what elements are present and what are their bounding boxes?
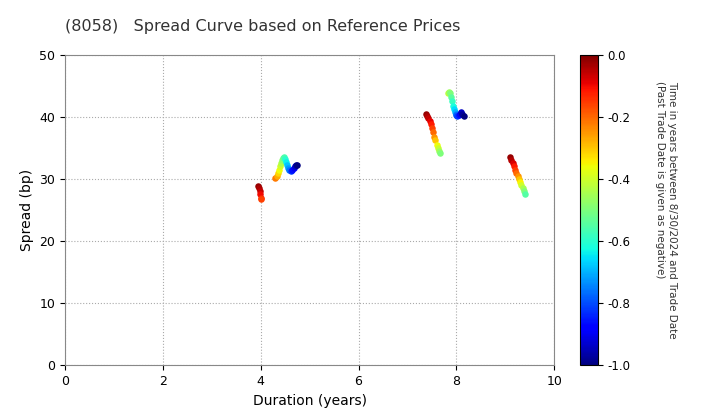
- Point: [445, 94, 456, 100]
- Point: [425, 121, 436, 128]
- Point: [443, 89, 454, 95]
- Point: [433, 147, 445, 154]
- Point: [424, 118, 436, 124]
- Point: [288, 164, 300, 171]
- Point: [448, 106, 459, 113]
- Point: [514, 178, 526, 185]
- Point: [285, 168, 297, 175]
- Point: [519, 191, 531, 198]
- Point: [510, 166, 521, 173]
- Point: [513, 176, 524, 182]
- Point: [291, 161, 302, 168]
- Point: [431, 142, 443, 148]
- Point: [427, 129, 438, 136]
- Point: [421, 112, 433, 119]
- Point: [507, 160, 518, 167]
- Point: [517, 185, 528, 192]
- Point: [280, 158, 292, 165]
- Point: [290, 162, 302, 168]
- Point: [255, 194, 266, 201]
- Point: [283, 166, 294, 173]
- Y-axis label: Spread (bp): Spread (bp): [19, 169, 34, 251]
- Point: [420, 110, 432, 117]
- Point: [442, 90, 454, 97]
- Point: [287, 166, 298, 173]
- Point: [253, 185, 265, 192]
- Point: [435, 150, 446, 156]
- Point: [449, 108, 460, 115]
- Point: [432, 144, 444, 151]
- Point: [279, 156, 291, 163]
- Point: [277, 155, 289, 162]
- Point: [282, 164, 294, 171]
- Point: [423, 115, 434, 121]
- Point: [274, 163, 286, 170]
- Point: [508, 163, 520, 170]
- Point: [510, 169, 522, 176]
- Point: [444, 90, 455, 97]
- Point: [446, 98, 457, 105]
- Point: [276, 160, 287, 167]
- Point: [458, 112, 469, 119]
- Point: [253, 183, 264, 190]
- Point: [518, 188, 529, 195]
- Point: [505, 154, 516, 160]
- Point: [269, 174, 281, 181]
- Point: [516, 182, 527, 189]
- Point: [271, 173, 282, 179]
- Point: [279, 154, 290, 160]
- Point: [430, 137, 441, 144]
- Text: (8058)   Spread Curve based on Reference Prices: (8058) Spread Curve based on Reference P…: [65, 19, 460, 34]
- Point: [254, 191, 266, 198]
- Point: [428, 133, 440, 140]
- Point: [256, 195, 267, 202]
- Point: [454, 110, 466, 117]
- Point: [453, 112, 464, 118]
- Point: [451, 112, 462, 118]
- Point: [254, 188, 266, 195]
- Point: [289, 163, 301, 170]
- Point: [426, 125, 438, 131]
- Point: [450, 110, 462, 117]
- Point: [512, 173, 523, 179]
- Point: [276, 157, 288, 164]
- Point: [272, 169, 284, 176]
- Point: [447, 102, 459, 109]
- Point: [274, 166, 285, 173]
- Point: [456, 110, 468, 117]
- X-axis label: Duration (years): Duration (years): [253, 394, 366, 408]
- Text: Time in years between 8/30/2024 and Trade Date
(Past Trade Date is given as nega: Time in years between 8/30/2024 and Trad…: [655, 81, 677, 339]
- Point: [456, 108, 467, 115]
- Point: [282, 161, 293, 168]
- Point: [451, 113, 463, 120]
- Point: [505, 157, 517, 164]
